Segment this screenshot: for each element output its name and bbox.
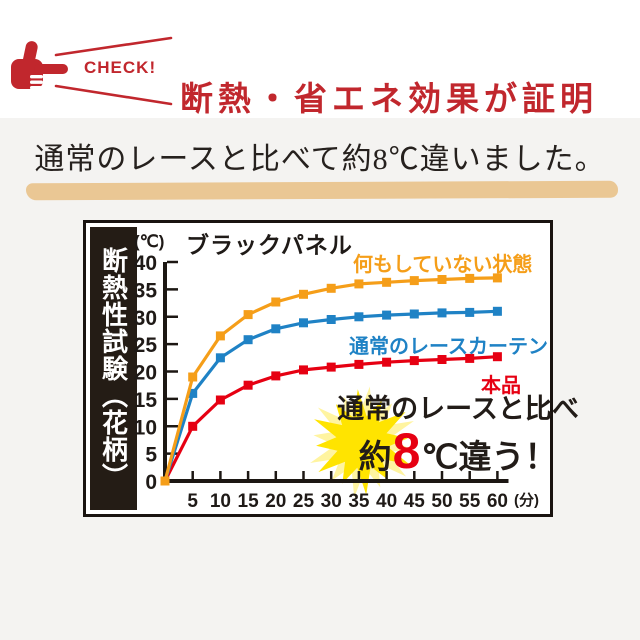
annotation-value: 8 — [392, 422, 421, 479]
legend-no-cover: 何もしていない状態 — [353, 254, 533, 276]
svg-text:30: 30 — [321, 491, 342, 512]
brush-underline — [25, 180, 619, 201]
annotation-unit: ℃ — [421, 437, 459, 475]
check-label: CHECK! — [84, 58, 157, 77]
svg-text:50: 50 — [431, 491, 452, 512]
chart-panel: 断熱性試験（花柄） 0 5 10 15 20 25 30 35 40 5 10 15 20 25 30 35 4… — [83, 220, 579, 517]
svg-text:40: 40 — [376, 491, 397, 512]
svg-text:25: 25 — [134, 334, 158, 357]
chart-title: ブラックパネル — [186, 232, 353, 258]
annotation: 通常のレースと比べ 約 8 ℃ 違う！ — [288, 394, 628, 478]
y-axis-unit: (℃) — [134, 232, 165, 251]
annotation-line1: 通常のレースと比べ — [337, 394, 579, 424]
x-axis-unit: (分) — [514, 492, 539, 509]
svg-text:10: 10 — [134, 416, 157, 439]
svg-text:0: 0 — [145, 471, 157, 494]
svg-text:35: 35 — [348, 491, 370, 512]
svg-text:55: 55 — [459, 491, 481, 512]
megaphone-lines — [54, 36, 173, 106]
svg-text:15: 15 — [134, 389, 158, 412]
pointing-hand-icon — [11, 41, 68, 90]
svg-text:35: 35 — [134, 279, 158, 302]
annotation-line2: 約 8 ℃ 違う！ — [288, 425, 628, 478]
header: CHECK! 断熱・省エネ効果が証明 — [0, 0, 640, 118]
subtitle: 通常のレースと比べて約8℃違いました。 — [34, 143, 606, 176]
svg-text:10: 10 — [210, 491, 231, 512]
svg-text:15: 15 — [238, 491, 260, 512]
svg-text:20: 20 — [134, 362, 157, 385]
legend-this-product: 本品 — [481, 375, 521, 397]
vertical-banner: 断熱性試験（花柄） — [90, 227, 137, 510]
page-title: 断熱・省エネ効果が証明 — [180, 82, 598, 119]
svg-text:60: 60 — [487, 491, 508, 512]
svg-text:30: 30 — [134, 307, 157, 330]
svg-text:40: 40 — [134, 252, 157, 275]
content-area: 通常のレースと比べて約8℃違いました。 断熱性試験（花柄） 0 5 10 15 20 25… — [0, 118, 640, 640]
svg-text:5: 5 — [145, 444, 157, 467]
svg-text:5: 5 — [187, 491, 198, 512]
svg-text:20: 20 — [265, 491, 286, 512]
legend-normal-lace: 通常のレースカーテン — [349, 336, 548, 358]
svg-text:25: 25 — [293, 491, 315, 512]
annotation-prefix: 約 — [358, 437, 392, 475]
annotation-suffix: 違う！ — [458, 437, 558, 475]
svg-text:45: 45 — [404, 491, 426, 512]
